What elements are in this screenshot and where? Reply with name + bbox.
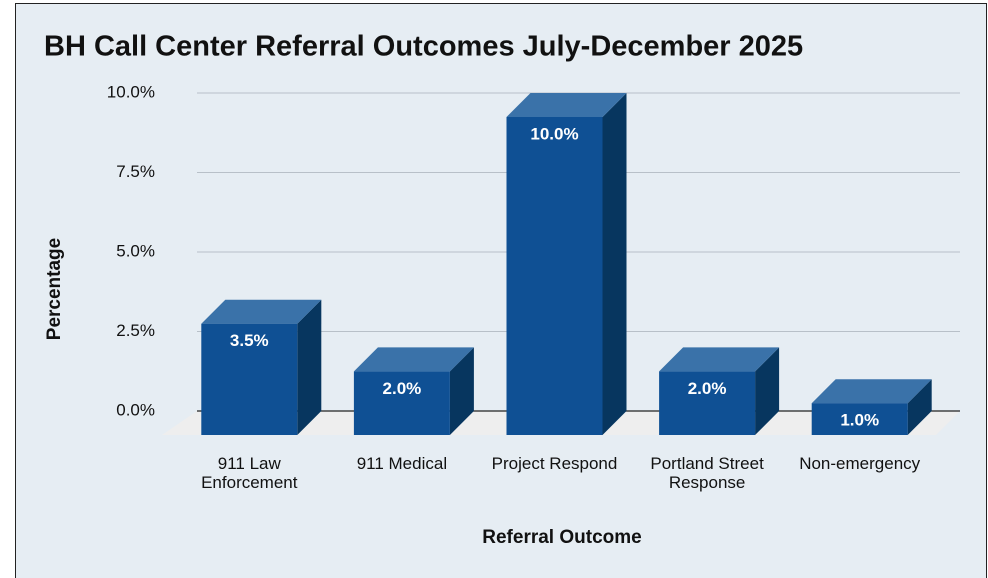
bar-side [755,347,780,435]
data-label: 10.0% [530,124,578,143]
y-tick-label: 10.0% [107,82,155,101]
x-tick-label: Project Respond [491,454,618,473]
y-tick-label: 7.5% [116,162,155,181]
x-tick-label: Portland Street Response [650,454,764,492]
bar-side [602,93,627,435]
bar-side [907,379,932,435]
chart-title: BH Call Center Referral Outcomes July-De… [44,31,803,63]
bar-top [659,347,780,372]
bar-side [297,299,322,435]
bar [353,371,450,435]
y-axis-label: Percentage [44,238,65,340]
data-label: 2.0% [383,379,422,398]
chart-frame [15,3,987,578]
bar [506,117,603,435]
y-tick-label: 0.0% [116,400,155,419]
y-tick-label: 2.5% [116,321,155,340]
bar-top [353,347,474,372]
data-label: 1.0% [840,411,879,430]
bar [659,371,756,435]
x-tick-label: 911 Law Enforcement [201,454,298,492]
x-axis-label: Referral Outcome [482,527,641,548]
bar-side [449,347,474,435]
data-label: 2.0% [688,379,727,398]
bar [811,403,908,435]
bar-top [506,93,627,117]
y-tick-label: 5.0% [116,241,155,260]
data-label: 3.5% [230,331,269,350]
bar-top [201,299,322,324]
bar-top [811,379,932,404]
x-tick-label: Non-emergency [799,454,921,473]
x-tick-label: 911 Medical [356,454,448,473]
bar [201,323,298,435]
